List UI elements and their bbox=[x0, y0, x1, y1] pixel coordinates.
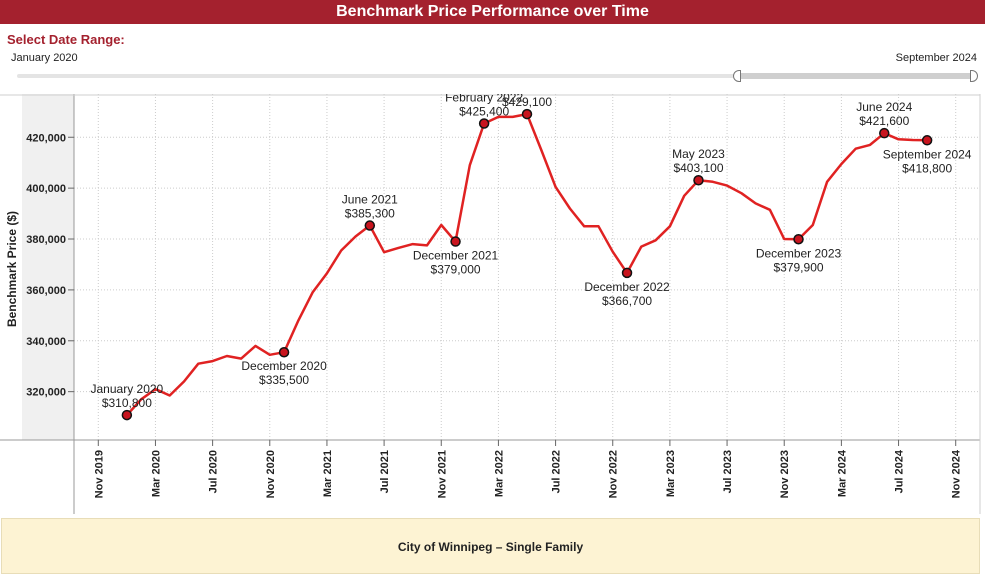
data-point-marker[interactable] bbox=[450, 236, 461, 247]
annotation-date: December 2021 bbox=[413, 249, 499, 263]
annotation-value: $429,100 bbox=[502, 95, 552, 109]
annotation-value: $403,100 bbox=[673, 161, 723, 175]
x-tick-label: Jul 2023 bbox=[722, 450, 734, 493]
annotation-value: $335,500 bbox=[259, 373, 309, 387]
annotation-value: $379,000 bbox=[431, 263, 481, 277]
y-tick-label: 360,000 bbox=[26, 285, 66, 297]
data-point-marker[interactable] bbox=[278, 346, 290, 358]
x-tick-label: Mar 2022 bbox=[493, 450, 505, 497]
chart-title: Benchmark Price Performance over Time bbox=[0, 0, 985, 24]
annotation-value: $310,800 bbox=[102, 396, 152, 410]
annotation-date: December 2023 bbox=[756, 246, 842, 260]
y-tick-label: 320,000 bbox=[26, 387, 66, 399]
annotation-date: June 2021 bbox=[342, 193, 398, 207]
x-tick-label: Mar 2024 bbox=[836, 449, 848, 497]
x-tick-label: Mar 2020 bbox=[150, 450, 162, 497]
annotation-date: February 2022 bbox=[445, 94, 523, 105]
x-tick-label: Jul 2021 bbox=[379, 450, 391, 493]
annotation-value: $421,600 bbox=[859, 114, 909, 128]
y-tick-label: 400,000 bbox=[26, 183, 66, 195]
x-tick-label: Nov 2020 bbox=[265, 450, 277, 498]
data-point-marker[interactable] bbox=[879, 127, 890, 139]
y-axis-label: Benchmark Price ($) bbox=[5, 211, 19, 327]
y-axis-band bbox=[22, 94, 74, 440]
date-range-label: Select Date Range: bbox=[7, 32, 125, 47]
data-point-marker[interactable] bbox=[793, 234, 804, 245]
x-tick-label: Jul 2022 bbox=[551, 450, 563, 493]
plot-area bbox=[74, 94, 980, 440]
data-point-marker[interactable] bbox=[693, 174, 704, 186]
annotation-date: December 2020 bbox=[241, 359, 327, 373]
date-range-start-handle[interactable] bbox=[733, 70, 741, 82]
x-tick-label: Jul 2024 bbox=[894, 449, 906, 493]
x-tick-label: Nov 2021 bbox=[436, 450, 448, 498]
date-range-end: September 2024 bbox=[895, 52, 977, 64]
annotation-date: January 2020 bbox=[91, 382, 164, 396]
annotation-date: May 2022 bbox=[501, 94, 554, 95]
annotation-value: $366,700 bbox=[602, 294, 652, 308]
x-tick-label: Nov 2022 bbox=[608, 450, 620, 498]
y-tick-label: 340,000 bbox=[26, 336, 66, 348]
data-point-marker[interactable] bbox=[478, 118, 490, 129]
annotation-value: $418,800 bbox=[902, 161, 952, 175]
line-chart: Benchmark Price ($) 320,000 340,000 360,00… bbox=[0, 94, 981, 514]
data-point-marker[interactable] bbox=[121, 409, 133, 421]
date-range-slider-selection[interactable] bbox=[737, 73, 974, 79]
y-tick-label: 380,000 bbox=[26, 234, 66, 246]
annotation-value: $425,400 bbox=[459, 105, 509, 119]
x-tick-label: Mar 2021 bbox=[322, 450, 334, 497]
data-point-marker[interactable] bbox=[921, 135, 933, 146]
x-tick-label: Nov 2024 bbox=[951, 449, 963, 498]
annotation-date: December 2022 bbox=[584, 280, 670, 294]
date-range-end-handle[interactable] bbox=[970, 70, 978, 82]
data-point-marker[interactable] bbox=[521, 108, 533, 120]
x-tick-label: Mar 2023 bbox=[665, 450, 677, 497]
date-range-start: January 2020 bbox=[11, 52, 78, 64]
annotation-date: May 2023 bbox=[672, 147, 725, 161]
data-point-marker[interactable] bbox=[364, 220, 376, 231]
x-tick-label: Nov 2019 bbox=[93, 450, 105, 498]
x-tick-label: Jul 2020 bbox=[208, 450, 220, 493]
y-tick-label: 420,000 bbox=[26, 132, 66, 144]
footer-panel: City of Winnipeg – Single Family bbox=[1, 518, 980, 574]
x-tick-label: Nov 2023 bbox=[779, 450, 791, 498]
annotation-date: June 2024 bbox=[856, 100, 912, 114]
annotation-value: $379,900 bbox=[773, 260, 823, 274]
annotation-date: September 2024 bbox=[883, 147, 972, 161]
data-point-marker[interactable] bbox=[621, 267, 633, 279]
annotation-value: $385,300 bbox=[345, 207, 395, 221]
date-range-slider-track[interactable] bbox=[17, 74, 976, 78]
